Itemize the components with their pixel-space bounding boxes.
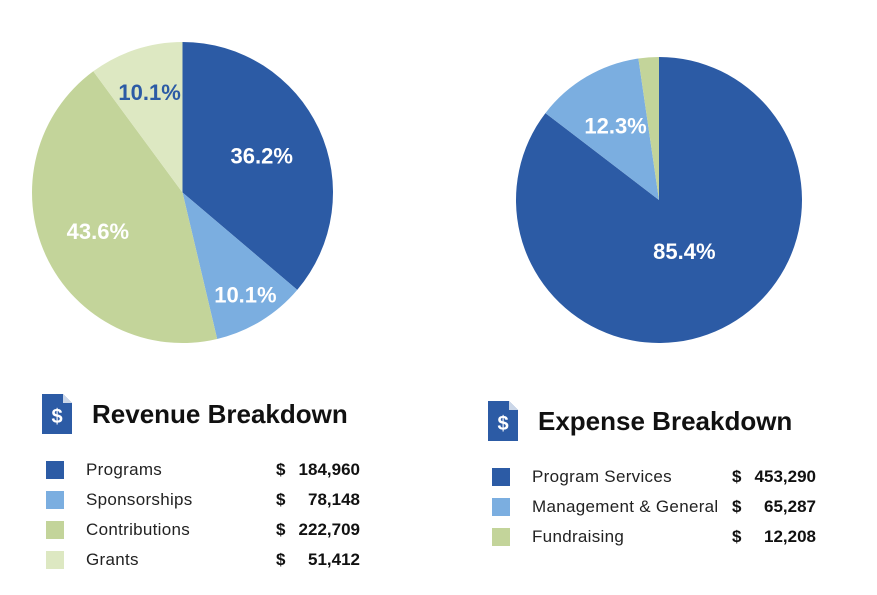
currency-symbol: $ [276, 490, 286, 509]
svg-text:$: $ [497, 413, 508, 435]
legend-row-sponsorships: Sponsorships $ 78,148 [42, 485, 382, 515]
revenue-pie-chart: 36.2% 10.1% 43.6% 10.1% [31, 42, 333, 344]
pie-slice-grants [93, 42, 183, 193]
legend-amount: $ 78,148 [276, 490, 360, 510]
legend-label: Contributions [86, 520, 191, 539]
amount-value: 78,148 [308, 490, 360, 509]
legend-label: Programs [86, 460, 163, 479]
currency-symbol: $ [732, 527, 742, 546]
currency-symbol: $ [732, 497, 742, 516]
legend-label: Grants [86, 550, 139, 569]
revenue-header: $ Revenue Breakdown [42, 393, 382, 435]
legend-amount: $ 51,412 [276, 550, 360, 570]
currency-symbol: $ [276, 550, 286, 569]
pie-slice-programs [182, 42, 333, 290]
legend-swatch [492, 498, 510, 516]
expense-pie-chart: 85.4% 12.3% 2.3% [516, 55, 802, 343]
legend-row-grants: Grants $ 51,412 [42, 545, 382, 575]
legend-label: Management & General [532, 497, 719, 516]
pie-slice-sponsorships [182, 192, 298, 339]
legend-swatch [492, 528, 510, 546]
legend-label: Fundraising [532, 527, 625, 546]
legend-swatch [46, 521, 64, 539]
currency-symbol: $ [732, 467, 742, 486]
amount-value: 12,208 [764, 527, 816, 546]
dollar-document-icon: $ [42, 394, 72, 434]
legend-row-program-services: Program Services $ 453,290 [488, 462, 828, 492]
pie-slice-contributions [31, 71, 218, 344]
currency-symbol: $ [276, 520, 286, 539]
amount-value: 65,287 [764, 497, 816, 516]
revenue-legend: Programs $ 184,960 Sponsorships $ 78,148… [42, 455, 382, 575]
legend-amount: $ 184,960 [276, 460, 360, 480]
expense-header: $ Expense Breakdown [488, 400, 828, 442]
amount-value: 184,960 [298, 460, 360, 479]
pie-slice-fundraising [638, 57, 659, 200]
pie-slice-label: 2.3% [623, 55, 673, 56]
legend-swatch [46, 551, 64, 569]
amount-value: 51,412 [308, 550, 360, 569]
amount-value: 222,709 [298, 520, 360, 539]
legend-label: Program Services [532, 467, 672, 486]
amount-value: 453,290 [754, 467, 816, 486]
revenue-breakdown-panel: $ Revenue Breakdown Programs $ 184,960 S… [42, 393, 382, 575]
legend-amount: $ 222,709 [276, 520, 360, 540]
legend-swatch [46, 491, 64, 509]
legend-amount: $ 453,290 [732, 467, 816, 487]
legend-row-fundraising: Fundraising $ 12,208 [488, 522, 828, 552]
pie-slice-label: 10.1% [118, 80, 180, 105]
legend-row-programs: Programs $ 184,960 [42, 455, 382, 485]
currency-symbol: $ [276, 460, 286, 479]
expense-title: Expense Breakdown [538, 405, 793, 436]
legend-swatch [492, 468, 510, 486]
legend-amount: $ 65,287 [732, 497, 816, 517]
revenue-title: Revenue Breakdown [92, 398, 348, 429]
legend-label: Sponsorships [86, 490, 193, 509]
pie-slice-label: 85.4% [653, 239, 715, 264]
pie-slice-label: 43.6% [67, 219, 129, 244]
legend-row-contributions: Contributions $ 222,709 [42, 515, 382, 545]
pie-slice-label: 12.3% [584, 114, 646, 139]
pie-slice-label: 36.2% [231, 143, 293, 168]
legend-swatch [46, 461, 64, 479]
pie-slice-management-general [545, 58, 659, 200]
expense-breakdown-panel: $ Expense Breakdown Program Services $ 4… [488, 400, 828, 552]
expense-legend: Program Services $ 453,290 Management & … [488, 462, 828, 552]
legend-row-management-general: Management & General $ 65,287 [488, 492, 828, 522]
pie-slice-label: 10.1% [214, 283, 276, 308]
dollar-document-icon: $ [488, 401, 518, 441]
svg-text:$: $ [51, 406, 62, 428]
legend-amount: $ 12,208 [732, 527, 816, 547]
